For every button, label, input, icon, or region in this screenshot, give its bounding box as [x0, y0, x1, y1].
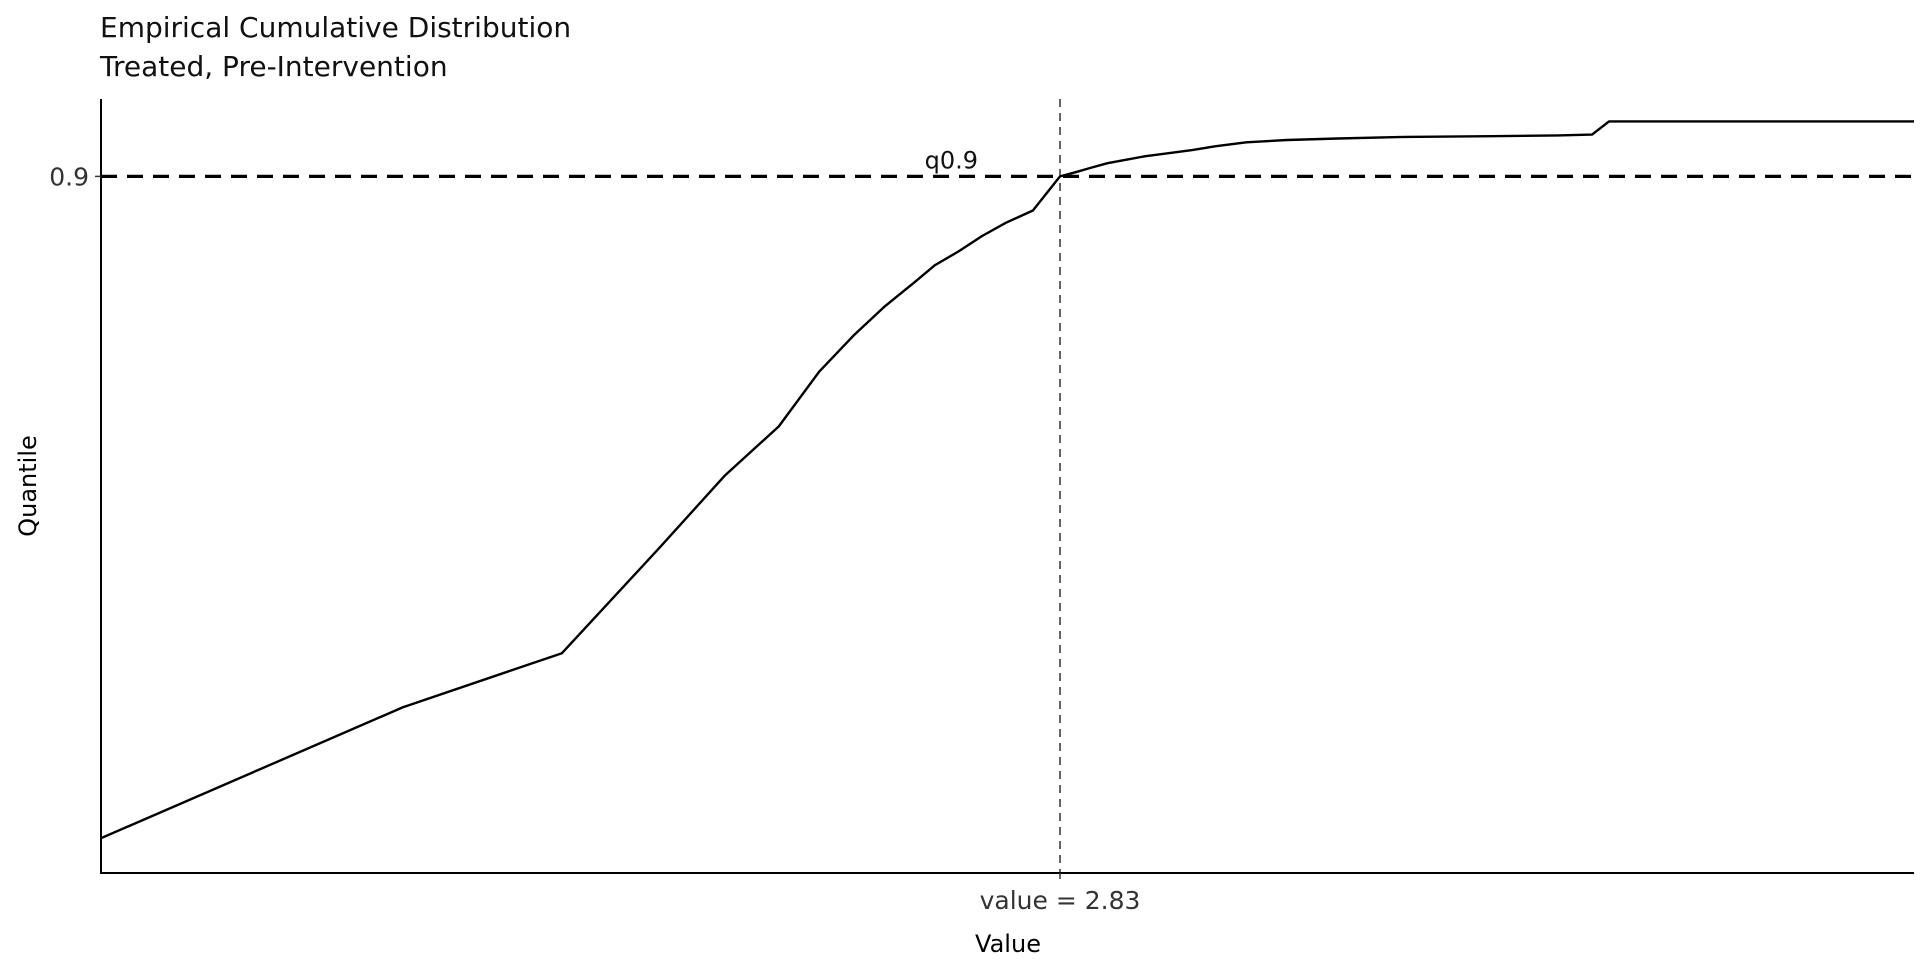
ecdf-series-line-0 [100, 120, 1914, 840]
y-tick-label-0: 0.9 [49, 162, 89, 191]
plot-layer: 0.9 value = 2.83 q0.9 [49, 99, 1914, 915]
chart-subtitle: Treated, Pre-Intervention [100, 50, 448, 83]
quantile-annotation: q0.9 [925, 146, 978, 174]
x-axis-title: Value [975, 930, 1041, 958]
chart-title: Empirical Cumulative Distribution [100, 11, 572, 44]
chart-title-block: Empirical Cumulative Distribution Treate… [100, 8, 571, 86]
y-axis-title: Quantile [14, 435, 42, 537]
x-tick-label-0: value = 2.83 [980, 886, 1141, 915]
